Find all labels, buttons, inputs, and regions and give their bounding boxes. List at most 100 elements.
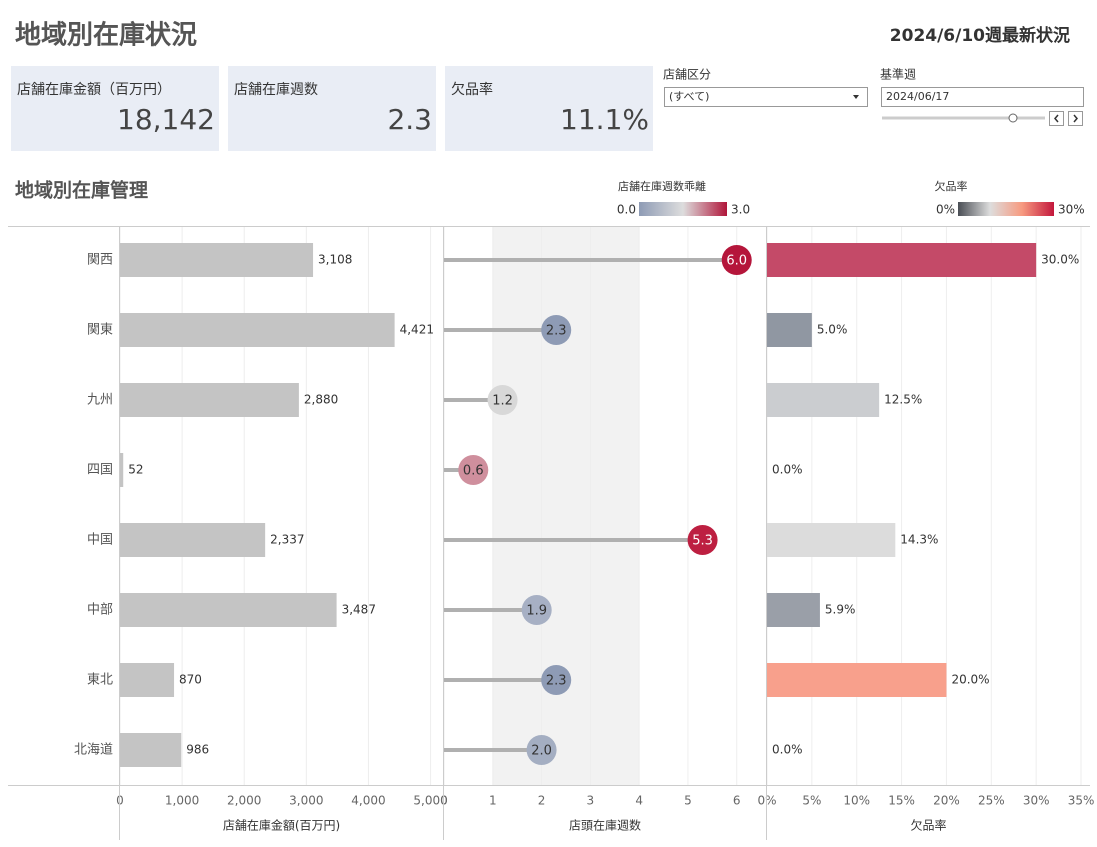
value-label: 4,421 (400, 323, 434, 337)
value-label: 2.0 (531, 744, 552, 759)
page-subtitle: 2024/6/10週最新状況 (890, 25, 1070, 46)
legend-title: 店舗在庫週数乖離 (618, 179, 706, 193)
kpi-card (11, 66, 219, 151)
legend-bar (958, 202, 1054, 216)
value-label: 5.0% (817, 323, 848, 337)
date-input[interactable] (881, 87, 1084, 107)
x-tick-label: 6 (733, 794, 741, 808)
value-label: 5.3 (692, 534, 713, 549)
prev-button[interactable] (1049, 111, 1064, 126)
slider-thumb[interactable] (1008, 113, 1018, 123)
x-tick-label: 30% (1023, 794, 1050, 808)
kpi-label: 店舗在庫週数 (234, 81, 318, 98)
bar (767, 243, 1037, 277)
dot (521, 595, 552, 625)
category-label: 東北 (87, 672, 113, 688)
x-tick-label: 1,000 (165, 794, 199, 808)
category-label: 九州 (87, 393, 113, 408)
kpi-card (228, 66, 436, 151)
value-label: 5.9% (825, 603, 856, 617)
legend-min: 0% (936, 203, 955, 217)
dot (458, 455, 489, 485)
x-tick-label: 15% (888, 794, 915, 808)
value-label: 1.2 (492, 394, 513, 409)
bar (767, 523, 896, 557)
dropdown-arrow (853, 95, 859, 99)
x-tick-label: 2 (538, 794, 546, 808)
kpi-value: 11.1% (560, 103, 649, 136)
plots: 01,0002,0003,0004,0005,000店舗在庫金額(百万円)012… (8, 226, 1094, 840)
x-tick-label: 5 (684, 794, 692, 808)
dropdown-value: (すべて) (669, 90, 709, 103)
legend-bar (639, 202, 727, 216)
bar (120, 453, 124, 487)
bar (120, 593, 337, 627)
kpi-value: 2.3 (387, 103, 432, 136)
next-icon (1073, 114, 1078, 123)
bar (120, 243, 314, 277)
value-label: 12.5% (884, 393, 922, 407)
dot (526, 735, 557, 765)
x-axis-title: 店頭在庫週数 (569, 818, 641, 833)
value-label: 20.0% (951, 673, 989, 687)
bar (767, 383, 880, 417)
x-tick-label: 4,000 (351, 794, 385, 808)
category-label: 関西 (87, 253, 113, 268)
category-label: 中部 (87, 603, 113, 618)
value-label: 2,337 (270, 533, 304, 547)
value-label: 52 (128, 463, 143, 477)
value-label: 2.3 (546, 674, 567, 689)
dropdown[interactable] (664, 87, 868, 107)
x-axis-title: 店舗在庫金額(百万円) (223, 818, 340, 833)
bar (767, 593, 820, 627)
section-title: 地域別在庫管理 (15, 179, 148, 202)
bar (767, 313, 812, 347)
value-label: 0.0% (772, 463, 803, 477)
dot (721, 245, 752, 275)
dot (487, 385, 518, 415)
x-tick-label: 3 (587, 794, 595, 808)
reference-band (492, 226, 640, 785)
dot (687, 525, 718, 555)
value-label: 1.9 (526, 604, 547, 619)
x-tick-label: 2,000 (227, 794, 261, 808)
bar (120, 313, 395, 347)
legend-max: 30% (1058, 203, 1085, 217)
x-tick-label: 5,000 (413, 794, 447, 808)
legend-title: 欠品率 (935, 179, 968, 193)
dot (541, 665, 572, 695)
legend-max: 3.0 (731, 203, 750, 217)
prev-icon (1054, 114, 1059, 123)
filter-label: 基準週 (880, 67, 916, 82)
value-label: 0.6 (463, 464, 484, 479)
category-label: 関東 (87, 322, 113, 338)
value-label: 3,108 (318, 253, 352, 267)
x-tick-label: 5% (802, 794, 821, 808)
value-label: 3,487 (342, 603, 376, 617)
value-label: 870 (179, 673, 202, 687)
x-tick-label: 4 (635, 794, 643, 808)
category-label: 北海道 (74, 743, 113, 758)
bar (767, 663, 947, 697)
x-tick-label: 10% (843, 794, 870, 808)
value-label: 30.0% (1041, 253, 1079, 267)
page-title: 地域別在庫状況 (15, 21, 197, 51)
x-tick-label: 25% (978, 794, 1005, 808)
kpi-card (445, 66, 653, 151)
bar (120, 523, 266, 557)
date-value: 2024/06/17 (886, 90, 949, 103)
category-label: 中国 (87, 533, 113, 548)
value-label: 2,880 (304, 393, 338, 407)
filter-label: 店舗区分 (663, 68, 711, 82)
value-label: 0.0% (772, 743, 803, 757)
x-tick-label: 35% (1068, 794, 1095, 808)
x-tick-label: 3,000 (289, 794, 323, 808)
bar (120, 663, 175, 697)
kpi-label: 欠品率 (451, 81, 493, 98)
value-label: 986 (186, 743, 209, 757)
bar (120, 733, 182, 767)
value-label: 6.0 (726, 254, 747, 269)
next-button[interactable] (1068, 111, 1083, 126)
legend-min: 0.0 (617, 203, 636, 217)
